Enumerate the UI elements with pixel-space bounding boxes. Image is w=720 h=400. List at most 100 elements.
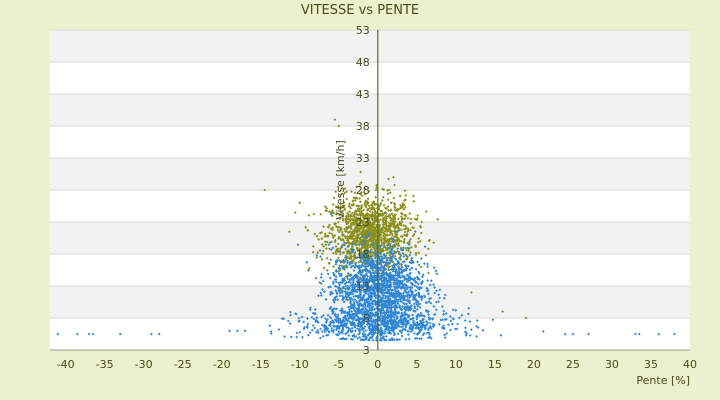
data-point <box>387 313 391 317</box>
data-point <box>394 239 398 242</box>
data-point <box>370 262 374 266</box>
data-point <box>349 206 353 210</box>
data-point <box>407 337 411 341</box>
data-point <box>393 214 397 218</box>
data-point <box>342 264 346 268</box>
data-point <box>389 302 393 305</box>
data-point <box>316 331 320 335</box>
data-point <box>345 190 348 194</box>
data-point <box>363 268 366 272</box>
data-point <box>338 325 342 328</box>
data-point <box>335 295 339 298</box>
data-point <box>358 247 362 251</box>
data-point <box>325 240 329 244</box>
data-point <box>355 273 358 276</box>
data-point <box>322 313 325 317</box>
data-point <box>396 338 400 341</box>
data-point <box>400 334 404 338</box>
data-point <box>383 264 387 268</box>
data-point <box>404 320 407 323</box>
data-point <box>380 321 384 324</box>
data-point <box>413 230 417 233</box>
data-point <box>390 319 394 322</box>
data-point <box>373 219 377 222</box>
data-point <box>366 279 370 283</box>
data-point <box>366 254 370 258</box>
data-point <box>355 294 359 298</box>
data-point <box>355 196 359 200</box>
y-tick-label: 53 <box>356 24 370 37</box>
data-point <box>313 308 317 311</box>
data-point <box>395 235 399 239</box>
data-point <box>358 217 362 221</box>
data-point <box>385 256 389 260</box>
data-point <box>349 266 353 269</box>
data-point <box>353 298 357 302</box>
data-point <box>409 323 412 327</box>
data-point <box>407 286 411 289</box>
data-point <box>385 315 389 319</box>
data-point <box>361 257 364 261</box>
data-point <box>442 312 446 316</box>
data-point <box>414 253 418 257</box>
data-point <box>468 320 472 323</box>
data-point <box>350 255 354 258</box>
data-point <box>357 264 361 268</box>
data-point <box>410 293 414 297</box>
data-point <box>338 309 342 313</box>
data-point <box>390 237 393 241</box>
data-point <box>371 313 375 317</box>
data-point <box>360 213 364 217</box>
data-point <box>336 247 340 251</box>
data-point <box>342 239 346 243</box>
data-point <box>374 324 378 328</box>
data-point <box>382 220 386 224</box>
data-point <box>419 231 423 235</box>
data-point <box>403 312 407 316</box>
data-point <box>361 285 365 288</box>
data-point <box>381 336 385 340</box>
data-point <box>389 208 392 212</box>
data-point <box>349 315 353 319</box>
data-point <box>467 312 470 316</box>
data-point <box>360 239 363 243</box>
data-point <box>332 282 335 285</box>
data-point <box>374 266 378 270</box>
data-point <box>367 279 371 283</box>
data-point <box>374 294 378 297</box>
data-point <box>288 322 292 325</box>
data-point <box>312 212 316 216</box>
data-point <box>334 252 338 256</box>
data-point <box>410 256 414 260</box>
data-point <box>361 313 364 316</box>
data-point <box>382 188 386 192</box>
data-point <box>378 255 382 259</box>
data-point <box>304 225 308 229</box>
data-point <box>400 331 403 335</box>
data-point <box>356 235 360 239</box>
x-tick-label: 35 <box>644 358 658 371</box>
data-point <box>406 319 410 323</box>
data-point <box>364 269 368 273</box>
data-point <box>363 273 367 277</box>
data-point <box>283 335 286 338</box>
data-point <box>420 298 424 302</box>
data-point <box>333 318 337 322</box>
data-point <box>392 249 396 253</box>
data-point <box>410 317 414 321</box>
data-point <box>396 272 400 276</box>
data-point <box>346 271 350 275</box>
data-point <box>378 319 382 322</box>
data-point <box>366 260 370 264</box>
data-point <box>388 284 392 288</box>
data-point <box>350 320 354 324</box>
data-point <box>344 247 347 251</box>
data-point <box>343 191 347 195</box>
data-point <box>388 233 391 237</box>
data-point <box>421 318 425 321</box>
data-point <box>415 307 419 311</box>
data-point <box>374 289 378 293</box>
data-point <box>387 320 391 323</box>
data-point <box>401 291 405 295</box>
data-point <box>313 326 317 330</box>
